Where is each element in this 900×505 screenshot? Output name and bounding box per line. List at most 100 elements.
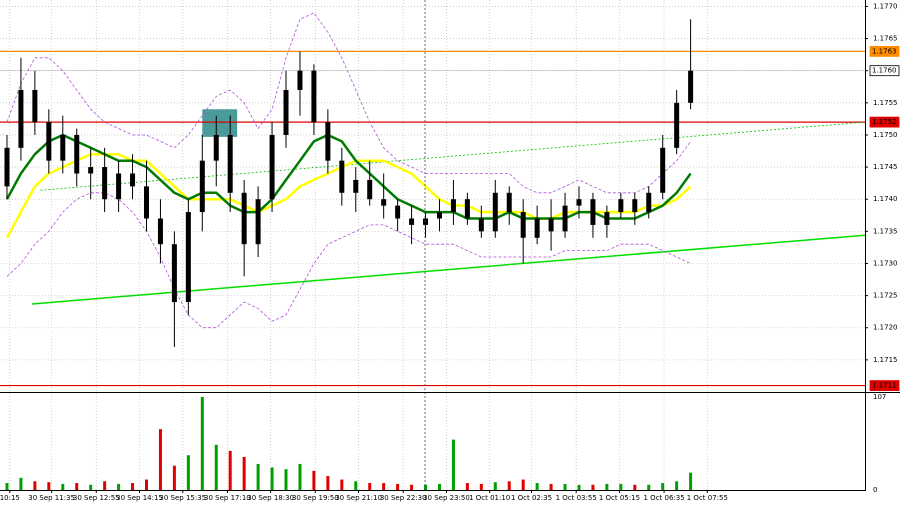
y-tick-label: 1.1750 <box>873 131 898 139</box>
volume-bar <box>396 483 400 490</box>
candle-body <box>60 134 66 161</box>
x-tick-label: 1 Oct 02:35 <box>511 494 552 502</box>
volume-bar <box>424 484 428 490</box>
candle-body <box>646 192 652 213</box>
volume-bar <box>326 476 330 490</box>
x-tick-label: 30 Sep 19:50 <box>292 494 339 502</box>
trendline <box>32 234 866 305</box>
candle-body <box>478 218 484 232</box>
x-tick-label: 30 Sep 18:30 <box>247 494 294 502</box>
volume-bar <box>103 481 107 490</box>
level-label: 1.1752 <box>872 118 897 126</box>
volume-bar <box>507 481 511 490</box>
x-tick-label: 30 Sep 22:30 <box>380 494 427 502</box>
candle-body <box>618 199 624 213</box>
candle-body <box>185 212 191 303</box>
candle-body <box>199 160 205 213</box>
zone <box>202 109 238 137</box>
candle-body <box>492 192 498 232</box>
volume-bar <box>284 469 288 490</box>
moving-average <box>6 12 691 194</box>
volume-bar <box>549 483 553 490</box>
volume-bar <box>619 483 623 490</box>
x-tick-label: 30 Sep 17:10 <box>204 494 251 502</box>
volume-bar <box>479 483 483 490</box>
plot <box>0 12 866 490</box>
candle-body <box>520 212 526 238</box>
volume-bar <box>47 482 51 490</box>
volume-bar <box>563 483 567 490</box>
volume-bar <box>172 465 176 490</box>
volume-bar <box>340 479 344 490</box>
candle-body <box>283 89 289 135</box>
volume-bar <box>75 483 79 490</box>
candle-body <box>157 218 163 245</box>
volume-bar <box>298 463 302 490</box>
volume-bar <box>493 482 497 490</box>
candle-body <box>688 70 694 103</box>
volume-bar <box>117 483 121 490</box>
candle-body <box>241 192 247 245</box>
x-tick-label: 30 Sep 23:50 <box>423 494 470 502</box>
candle-body <box>436 212 442 219</box>
y-tick-label: 1.1755 <box>873 99 898 107</box>
candle-body <box>381 199 387 206</box>
y-tick-label: 1.1735 <box>873 227 898 235</box>
y-tick-label: 1.1715 <box>873 356 898 364</box>
candle-body <box>548 218 554 232</box>
candle-body <box>88 167 94 174</box>
candle-body <box>171 244 177 303</box>
x-tick-label: 30 Sep 14:15 <box>116 494 163 502</box>
volume-tick-label: 107 <box>873 393 886 401</box>
candle-body <box>590 199 596 225</box>
candle-body <box>409 218 415 225</box>
level-label: 1.1763 <box>872 47 897 55</box>
volume-bar <box>312 470 316 490</box>
candle-body <box>297 70 303 90</box>
volume-bar <box>535 483 539 490</box>
candle-body <box>255 199 261 245</box>
volume-bar <box>242 456 246 490</box>
x-tick-label: 1 Oct 05:15 <box>599 494 640 502</box>
y-tick-label: 1.1740 <box>873 195 898 203</box>
candle-body <box>4 147 10 187</box>
volume-bar <box>437 483 441 490</box>
candle-body <box>102 167 108 200</box>
volume-bar <box>89 484 93 490</box>
candle-body <box>311 70 317 123</box>
x-tick-label: 1 Oct 03:55 <box>556 494 597 502</box>
candle-body <box>660 147 666 193</box>
volume-bar <box>451 439 455 490</box>
x-tick-label: 1 Oct 01:10 <box>469 494 510 502</box>
y-tick-label: 1.1720 <box>873 324 898 332</box>
volume-bar <box>521 479 525 490</box>
volume-bar <box>214 444 218 490</box>
volume-bar <box>591 484 595 490</box>
volume-bar <box>661 483 665 490</box>
volume-bar <box>382 483 386 490</box>
volume-bar <box>633 484 637 490</box>
volume-bar <box>33 481 37 490</box>
x-tick-label: 30 Sep 15:35 <box>159 494 206 502</box>
candle-body <box>674 102 680 148</box>
candle-body <box>367 179 373 200</box>
volume-bar <box>689 472 693 490</box>
candle-body <box>534 218 540 238</box>
volume-bar <box>200 397 204 490</box>
volume-bar <box>647 484 651 490</box>
volume-bar <box>131 483 135 490</box>
candle-body <box>339 160 345 193</box>
x-tick-label: 10:15 <box>0 494 20 502</box>
level-box <box>869 380 900 391</box>
volume-bar <box>465 483 469 490</box>
candle-body <box>32 89 38 123</box>
candle-body <box>130 173 136 187</box>
candle-body <box>562 205 568 232</box>
candle-body <box>74 134 80 174</box>
x-tick-label: 1 Oct 07:55 <box>687 494 728 502</box>
candle-body <box>353 179 359 193</box>
y-tick-label: 1.1725 <box>873 292 898 300</box>
volume-bar <box>61 483 65 490</box>
